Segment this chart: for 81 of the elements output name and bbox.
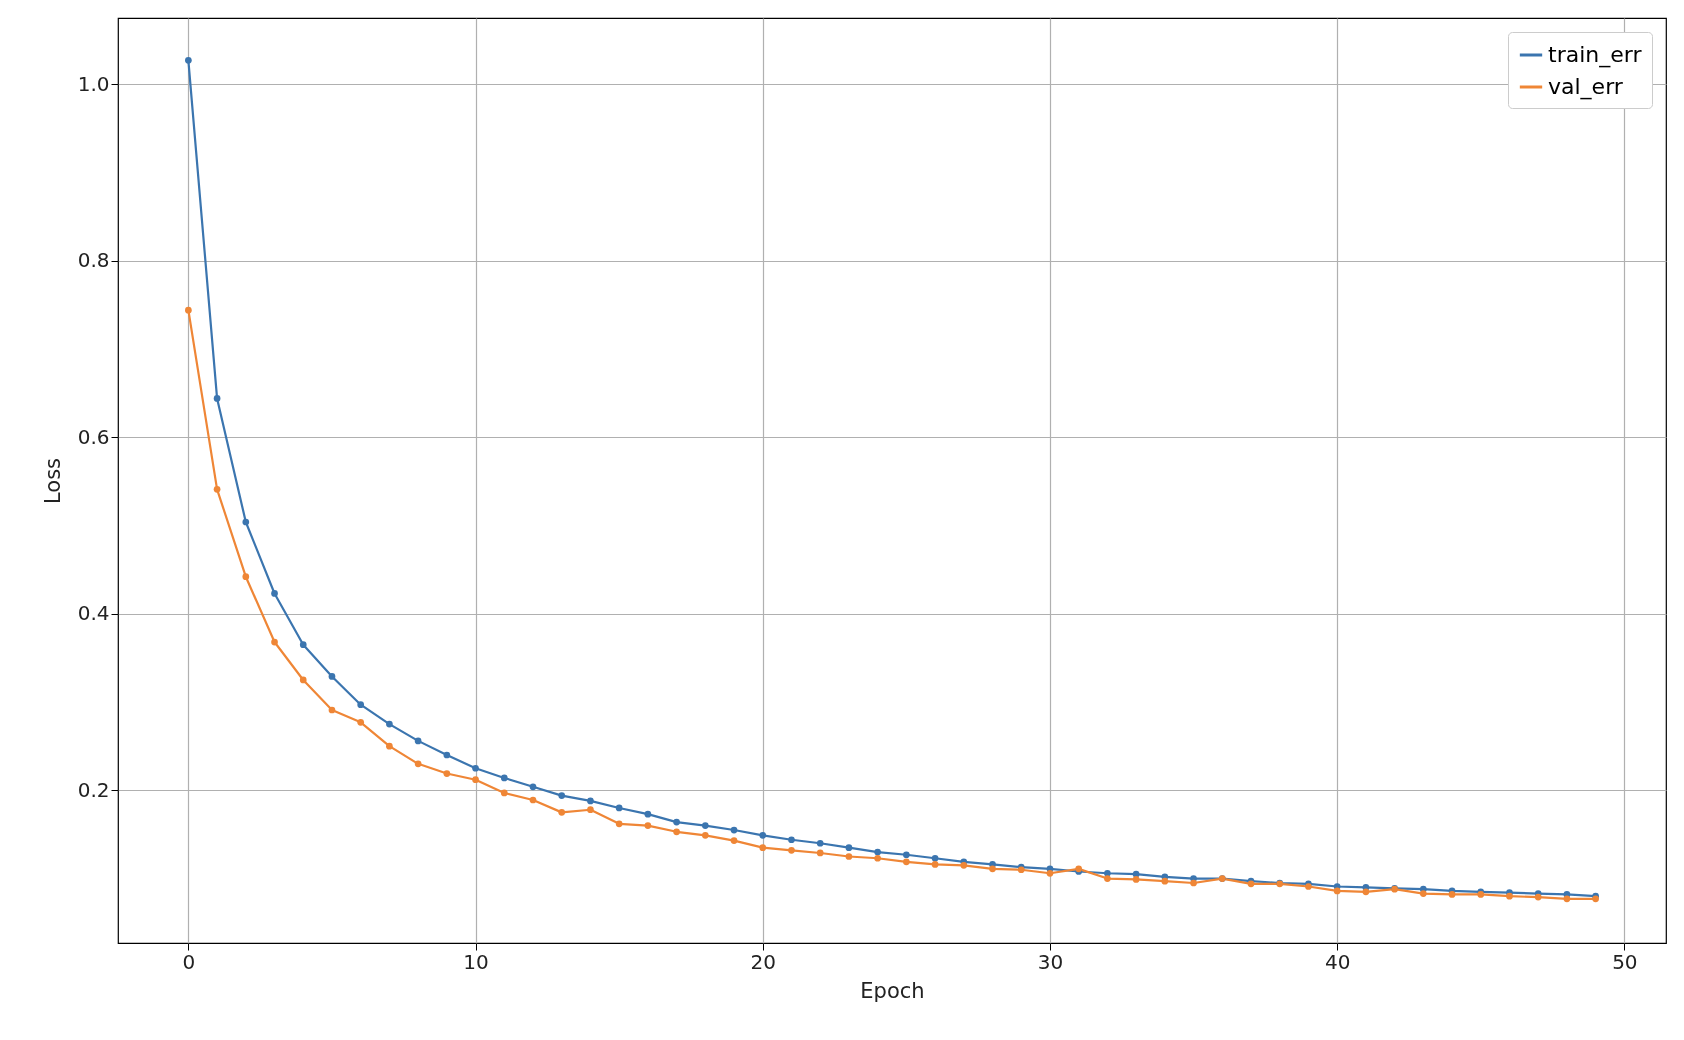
point xyxy=(730,837,738,844)
point xyxy=(529,783,537,791)
x-tick-label: 10 xyxy=(463,949,489,974)
point xyxy=(730,826,738,834)
point xyxy=(874,848,881,856)
x-tick-label: 20 xyxy=(750,949,776,974)
point xyxy=(386,720,393,728)
x-tick-label: 0 xyxy=(182,949,196,974)
point xyxy=(903,851,910,859)
point xyxy=(529,796,537,804)
point xyxy=(472,776,479,784)
y-axis-title: Loss xyxy=(40,457,65,505)
y-tick-label: 1.0 xyxy=(77,71,110,96)
point xyxy=(788,846,795,854)
point xyxy=(357,718,365,726)
point xyxy=(1448,891,1456,898)
point xyxy=(185,57,192,64)
point xyxy=(874,854,881,862)
point xyxy=(845,853,853,860)
point xyxy=(185,306,192,314)
point xyxy=(788,836,795,844)
point xyxy=(242,518,250,526)
point xyxy=(328,673,336,680)
point xyxy=(500,774,508,782)
point xyxy=(1046,869,1054,877)
point xyxy=(1161,877,1169,885)
point xyxy=(1190,879,1197,887)
point xyxy=(443,770,451,777)
point xyxy=(903,858,910,866)
x-tick-label: 50 xyxy=(1612,949,1638,974)
point xyxy=(759,844,767,852)
point xyxy=(414,737,422,745)
point xyxy=(357,701,365,709)
point xyxy=(271,590,278,597)
y-tick-label: 0.2 xyxy=(77,777,110,802)
point xyxy=(414,760,422,768)
point xyxy=(1333,887,1341,895)
point xyxy=(558,809,566,816)
point xyxy=(989,865,996,873)
point xyxy=(701,831,709,839)
point xyxy=(816,839,824,847)
point xyxy=(242,573,250,581)
point xyxy=(500,789,508,797)
point xyxy=(299,641,307,649)
point xyxy=(1563,895,1571,903)
point xyxy=(271,638,278,646)
x-axis-title: Epoch xyxy=(860,978,925,1003)
point xyxy=(845,844,853,852)
point xyxy=(587,806,594,814)
point xyxy=(759,831,767,839)
point xyxy=(1362,888,1370,896)
legend-label: train_err xyxy=(1548,42,1643,68)
point xyxy=(1419,890,1427,897)
point xyxy=(1104,875,1111,882)
point xyxy=(386,742,393,750)
point xyxy=(615,804,623,812)
point xyxy=(472,764,479,772)
point xyxy=(701,822,709,829)
x-tick-label: 30 xyxy=(1037,949,1064,974)
point xyxy=(1534,893,1542,901)
point xyxy=(615,820,623,828)
y-tick-label: 0.8 xyxy=(77,248,110,273)
point xyxy=(816,849,824,857)
point xyxy=(299,676,307,684)
x-tick-label: 40 xyxy=(1324,949,1351,974)
point xyxy=(644,810,652,818)
y-tick-label: 0.6 xyxy=(77,424,110,449)
legend-label: val_err xyxy=(1548,74,1624,100)
point xyxy=(931,854,939,862)
point xyxy=(443,751,451,759)
point xyxy=(558,792,566,799)
point xyxy=(931,861,939,868)
point xyxy=(1132,876,1140,883)
point xyxy=(673,818,680,826)
y-tick-label: 0.4 xyxy=(77,601,110,626)
point xyxy=(213,395,221,402)
point xyxy=(213,485,221,493)
point xyxy=(587,797,594,805)
point xyxy=(673,828,680,836)
point xyxy=(328,706,336,714)
point xyxy=(644,822,652,829)
